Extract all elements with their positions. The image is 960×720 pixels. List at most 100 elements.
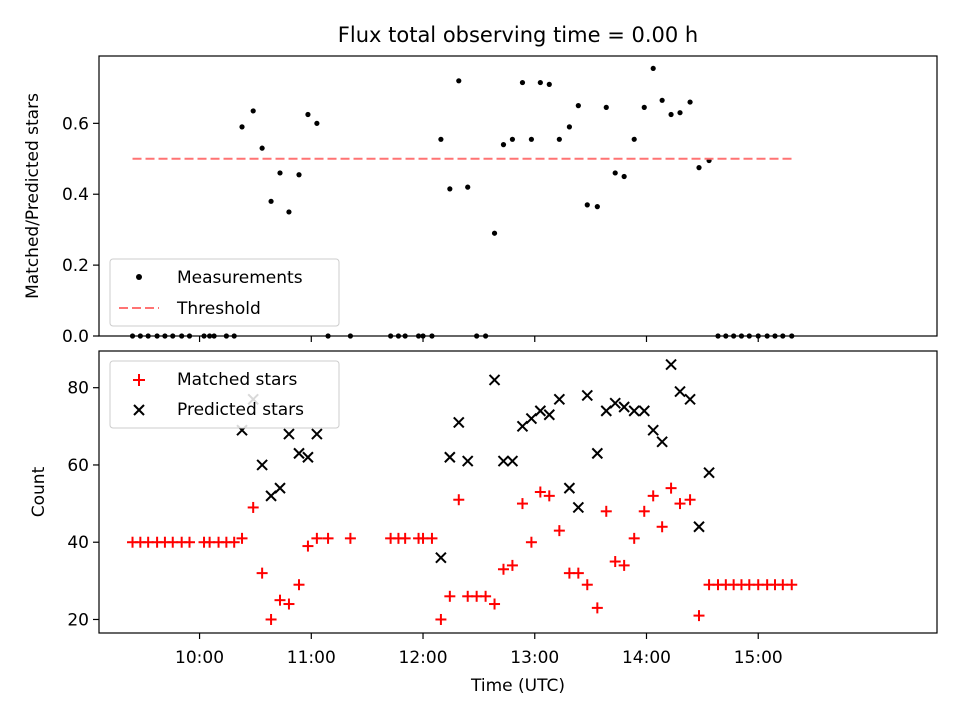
x-tick-label: 11:00 bbox=[287, 648, 336, 668]
measurement-point bbox=[268, 198, 274, 204]
predicted-star-point bbox=[444, 451, 456, 463]
y-axis-label-bottom: Count bbox=[29, 466, 49, 517]
predicted-star-point bbox=[435, 551, 447, 564]
predicted-star-point bbox=[293, 447, 305, 460]
measurement-point bbox=[305, 111, 311, 118]
matched-star-point bbox=[236, 532, 248, 544]
matched-star-point bbox=[786, 579, 798, 591]
matched-star-point bbox=[572, 567, 584, 579]
matched-star-point bbox=[534, 486, 546, 498]
matched-star-point bbox=[543, 490, 555, 502]
matched-star-point bbox=[265, 613, 277, 625]
matched-star-point bbox=[591, 602, 603, 614]
x-tick-label: 10:00 bbox=[175, 648, 224, 668]
predicted-star-point bbox=[684, 393, 696, 405]
measurement-point bbox=[612, 170, 618, 176]
x-tick-label: 14:00 bbox=[622, 648, 671, 668]
x-tick-label: 13:00 bbox=[510, 648, 559, 668]
measurement-point bbox=[696, 165, 702, 171]
predicted-star-point bbox=[693, 521, 705, 533]
predicted-star-point bbox=[656, 436, 668, 448]
matched-star-point bbox=[581, 579, 593, 591]
matched-star-point bbox=[618, 559, 630, 571]
matched-star-point bbox=[322, 532, 334, 544]
ratio-plot-panel: Flux total observing time = 0.00 h 0.0 0.… bbox=[23, 23, 938, 347]
measurement-point bbox=[286, 209, 292, 215]
matched-star-point bbox=[665, 482, 677, 494]
y-tick-label: 40 bbox=[67, 533, 89, 553]
matched-star-point bbox=[399, 532, 411, 544]
predicted-star-point bbox=[581, 389, 593, 402]
predicted-star-point bbox=[665, 358, 677, 371]
predicted-star-point bbox=[674, 385, 686, 398]
x-tick-label: 12:00 bbox=[399, 648, 448, 668]
chart-title: Flux total observing time = 0.00 h bbox=[338, 23, 698, 47]
legend-predicted-label: Predicted stars bbox=[177, 400, 304, 420]
matched-star-point bbox=[426, 532, 438, 544]
y-tick-label: 20 bbox=[67, 610, 89, 630]
legend-measurements-label: Measurements bbox=[177, 268, 303, 288]
measurement-point bbox=[566, 124, 572, 130]
measurement-point bbox=[621, 173, 627, 180]
predicted-star-point bbox=[638, 405, 650, 417]
predicted-star-point bbox=[488, 374, 501, 386]
matched-star-point bbox=[684, 494, 696, 506]
y-axis-label-top: Matched/Predicted stars bbox=[23, 93, 43, 299]
predicted-star-point bbox=[302, 451, 314, 463]
measurement-point bbox=[528, 136, 535, 142]
legend-predicted-marker bbox=[133, 404, 145, 416]
predicted-star-point bbox=[311, 428, 323, 440]
legend-measurements-marker bbox=[136, 274, 142, 280]
predicted-stars-points bbox=[236, 358, 715, 564]
matched-star-point bbox=[256, 567, 268, 579]
matched-star-point bbox=[628, 532, 640, 544]
predicted-star-point bbox=[543, 409, 555, 421]
matched-star-point bbox=[293, 579, 305, 591]
measurement-point bbox=[277, 170, 283, 176]
matched-star-point bbox=[506, 559, 518, 571]
measurement-point bbox=[659, 97, 665, 103]
matched-star-point bbox=[600, 505, 612, 517]
matched-star-point bbox=[184, 536, 196, 548]
predicted-star-point bbox=[563, 482, 576, 494]
measurement-point bbox=[603, 104, 609, 110]
legend-bottom: Matched stars Predicted stars bbox=[109, 360, 340, 429]
measurement-point bbox=[677, 110, 683, 116]
measurement-point bbox=[456, 78, 462, 84]
measurement-point bbox=[650, 65, 656, 72]
matched-star-point bbox=[453, 494, 465, 506]
y-tick-label: 0.6 bbox=[62, 114, 89, 134]
predicted-star-point bbox=[609, 397, 621, 409]
top-axes-frame bbox=[98, 55, 938, 337]
predicted-star-point bbox=[453, 416, 465, 429]
measurement-point bbox=[438, 136, 444, 142]
measurement-point bbox=[687, 99, 693, 105]
predicted-star-point bbox=[553, 393, 566, 405]
matched-star-point bbox=[638, 505, 650, 517]
predicted-star-point bbox=[703, 466, 715, 479]
matched-star-point bbox=[609, 556, 621, 568]
legend-matched-marker bbox=[133, 374, 145, 386]
measurement-point bbox=[239, 124, 245, 130]
matched-star-point bbox=[444, 590, 456, 602]
predicted-star-point bbox=[497, 455, 510, 467]
matched-star-point bbox=[274, 594, 286, 606]
matched-star-point bbox=[480, 590, 492, 602]
matched-star-point bbox=[311, 532, 323, 544]
measurement-point bbox=[500, 142, 507, 148]
matched-star-point bbox=[228, 536, 240, 548]
matched-star-point bbox=[344, 532, 356, 544]
bottom-axes-frame bbox=[98, 350, 938, 634]
predicted-star-point bbox=[534, 405, 547, 417]
x-tick-label: 15:00 bbox=[734, 648, 783, 668]
predicted-star-point bbox=[506, 455, 519, 467]
matched-star-point bbox=[553, 525, 565, 537]
measurement-point bbox=[250, 108, 256, 114]
measurement-point bbox=[447, 186, 453, 192]
y-tick-label: 0.0 bbox=[62, 327, 89, 347]
matched-star-point bbox=[647, 490, 659, 502]
legend-top: Measurements Threshold bbox=[109, 258, 340, 327]
y-tick-label: 80 bbox=[67, 379, 89, 399]
